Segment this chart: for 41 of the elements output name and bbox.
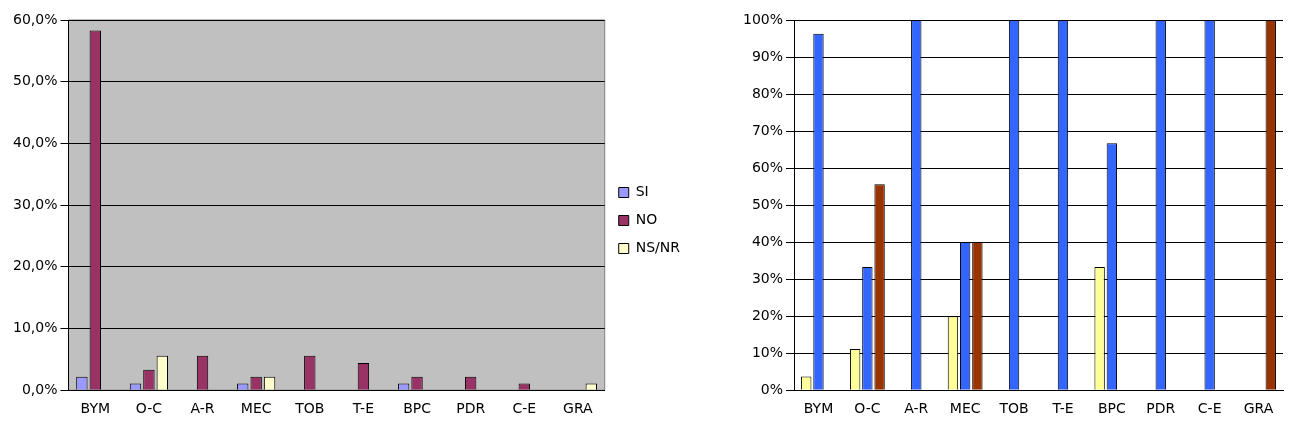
x-tick-label: C-E (512, 400, 537, 417)
y-tick-label: 30,0% (12, 195, 58, 212)
y-tick-label: 60,0% (12, 10, 58, 27)
y-tick-label: 20,0% (12, 257, 58, 274)
x-tick-label: MEC (240, 400, 272, 417)
legend-label: NS/NR (635, 239, 681, 256)
x-tick-label: T-E (351, 400, 374, 417)
x-tick-label: GRA (1243, 400, 1274, 417)
x-tick-label: O-C (135, 400, 163, 417)
y-tick-label: 30% (751, 269, 784, 286)
x-tick-label: PDR (456, 400, 486, 417)
x-tick-label: T-E (1051, 400, 1074, 417)
x-tick-label: A-R (190, 400, 215, 417)
legend-label: SI (635, 183, 649, 200)
y-tick-label: 20% (751, 306, 784, 323)
x-tick-label: BPC (1097, 400, 1126, 417)
y-tick-label: 90% (751, 47, 784, 64)
y-tick-label: 60% (751, 158, 784, 175)
y-tick-label: 0,0% (21, 380, 58, 397)
x-tick-label: BYM (803, 400, 834, 417)
y-tick-label: 10% (751, 343, 784, 360)
y-tick-label: 0% (760, 380, 784, 397)
y-tick-label: 10,0% (12, 319, 58, 336)
y-tick-label: 50,0% (12, 72, 58, 89)
y-tick-label: 80% (751, 84, 784, 101)
y-tick-label: 70% (751, 121, 784, 138)
x-tick-label: TOB (998, 400, 1029, 417)
x-tick-label: MEC (949, 400, 981, 417)
y-tick-label: 50% (751, 195, 784, 212)
x-tick-label: A-R (904, 400, 929, 417)
x-tick-label: GRA (563, 400, 594, 417)
x-tick-label: BPC (403, 400, 432, 417)
x-tick-label: O-C (854, 400, 881, 417)
x-tick-label: C-E (1197, 400, 1222, 417)
x-tick-label: BYM (80, 400, 111, 417)
y-tick-label: 40% (751, 232, 784, 249)
y-tick-label: 40,0% (12, 134, 58, 151)
y-tick-label: 100% (742, 10, 784, 27)
x-tick-label: TOB (294, 400, 325, 417)
legend-label: NO (635, 211, 658, 228)
x-tick-label: PDR (1146, 400, 1176, 417)
